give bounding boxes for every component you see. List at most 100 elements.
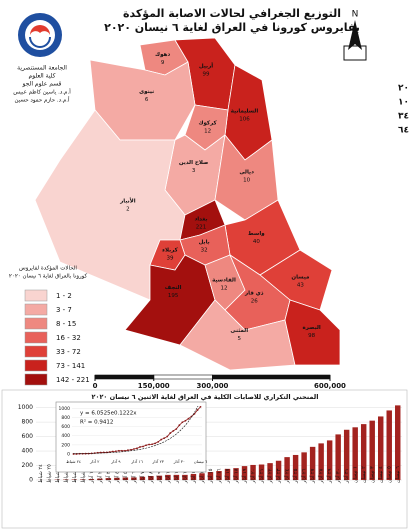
x-tick-label: ٦ نيسان (395, 466, 401, 483)
legend-label: 33 - 72 (56, 348, 81, 356)
governorate-count: 12 (204, 129, 211, 135)
governorate-count: 26 (251, 299, 258, 305)
scale-label: 150,000 (138, 382, 170, 390)
inset-point (196, 409, 199, 411)
governorate-count: 2 (126, 207, 130, 213)
bar (250, 464, 256, 480)
x-tick-label: ٢٥ شباط (46, 464, 52, 483)
bar (131, 477, 137, 480)
inset-x-tick-label: ٢ آذار (89, 459, 99, 464)
inset-point (133, 448, 135, 450)
legend-label: 8 - 15 (56, 320, 76, 328)
org-line: الجامعة المستنصرية (17, 65, 67, 72)
x-tick-label: ٢٤ آذار (284, 468, 291, 484)
trendline-equation: y = 6.0525e0.1222x (80, 411, 137, 417)
org-line: قسم علوم الجو (22, 81, 62, 88)
bar (71, 479, 78, 480)
legend-swatch (24, 373, 48, 386)
x-tick-label: ٢٦ آذار (301, 468, 308, 484)
inset-point (187, 417, 190, 420)
x-tick-label: ١٥ آذار (207, 468, 214, 484)
x-tick-label: ٩ آذار (156, 471, 163, 484)
inset-y-tick-label: 800 (61, 415, 70, 421)
x-tick-label: ١٩ آذار (241, 468, 248, 484)
governorate-count: 32 (201, 247, 208, 253)
x-tick-label: ٢٠ آذار (250, 469, 257, 484)
governorate-count: 106 (239, 117, 250, 123)
x-tick-label: ٦ آذار (130, 471, 137, 484)
inset-y-tick-label: 400 (61, 433, 70, 439)
bar (114, 477, 120, 480)
governorate-count: 221 (196, 225, 207, 231)
r-squared: R² = 0.9412 (80, 419, 113, 426)
bar (275, 460, 282, 480)
governorate-name: بغداد (194, 217, 207, 223)
bar (369, 420, 375, 480)
scale-label: 600,000 (314, 382, 346, 390)
info-line: مجموع حالات الوفيات ٦٤ (398, 126, 409, 136)
inset-point (114, 450, 117, 453)
x-tick-label: ١٢ آذار (181, 468, 188, 484)
scale-segment (212, 374, 331, 380)
legend-swatch (24, 345, 48, 358)
x-tick-label: ٢٦ شباط (55, 464, 61, 483)
inset-x-tick-label: ٩ آذار (110, 459, 120, 464)
governorate-name: الأنبار (119, 197, 136, 205)
governorate-name: نينوى (139, 89, 154, 95)
inset-point (139, 446, 141, 448)
governorate-name: القادسية (212, 278, 236, 284)
x-tick-label: ١ نيسان (353, 466, 359, 483)
north-arrow (343, 20, 367, 61)
x-tick-label: ٨ آذار (147, 471, 154, 484)
x-tick-label: ٢٨ آذار (318, 468, 325, 484)
inset-x-tick-label: ٢٣ آذار (151, 459, 164, 464)
bar (224, 468, 231, 480)
x-tick-label: ١٨ آذار (233, 468, 240, 484)
x-tick-label: ٤ آذار (113, 471, 120, 484)
bar (335, 434, 341, 480)
bar (395, 405, 401, 480)
legend-title: الحالات المؤكدة لفايروس (19, 265, 77, 272)
scale-segment (153, 374, 213, 380)
y-tick-label: 800 (22, 419, 34, 426)
y-tick-label: 400 (22, 448, 34, 455)
x-tick-label: ٢٧ آذار (309, 468, 316, 484)
inset-y-tick-label: 0 (67, 452, 70, 458)
inset-point (142, 445, 144, 448)
info-line: مجموع حالات الشفاء : ٣٤٤ (398, 112, 409, 122)
governorate-count: 10 (243, 177, 250, 183)
inset-y-tick-label: 600 (61, 424, 70, 430)
inset-point (136, 447, 138, 450)
x-tick-label: ٢٤ شباط (38, 464, 44, 483)
inset-point (199, 405, 202, 408)
x-tick-label: ٢٥ آذار (292, 468, 299, 484)
inset-point (181, 421, 184, 424)
map (34, 37, 341, 371)
governorate-name: النجف (165, 285, 182, 291)
legend-label: 16 - 32 (56, 334, 81, 342)
legend-swatch (24, 303, 48, 316)
governorate-name: واسط (248, 231, 265, 237)
governorate-name: البصرة (303, 325, 321, 331)
inset-point (117, 449, 120, 452)
x-tick-label: ٧ آذار (139, 471, 146, 484)
governorate-name: كربلاء (162, 247, 178, 254)
scale-label: 300,000 (197, 382, 229, 390)
x-tick-label: ٢٢ آذار (267, 468, 274, 484)
inset-point (75, 453, 78, 455)
governorate (284, 299, 341, 366)
governorate-name: ذي قار (244, 291, 264, 297)
info-line: الاثنين ٢٠٢٠/٤/٦ (398, 84, 409, 94)
legend-swatch (24, 331, 48, 344)
info-line: مجموع الاصابات الكلي ١٠٣١ (398, 98, 409, 108)
scale-segment (94, 374, 155, 380)
x-tick-label: ٣١ آذار (343, 469, 350, 484)
inset-point (111, 450, 114, 453)
governorate-count: 40 (253, 239, 260, 245)
governorate-count: 12 (221, 286, 228, 292)
governorate-count: 3 (192, 168, 196, 174)
bar (216, 471, 222, 480)
governorate-count: 5 (238, 336, 242, 342)
bar (173, 474, 180, 480)
